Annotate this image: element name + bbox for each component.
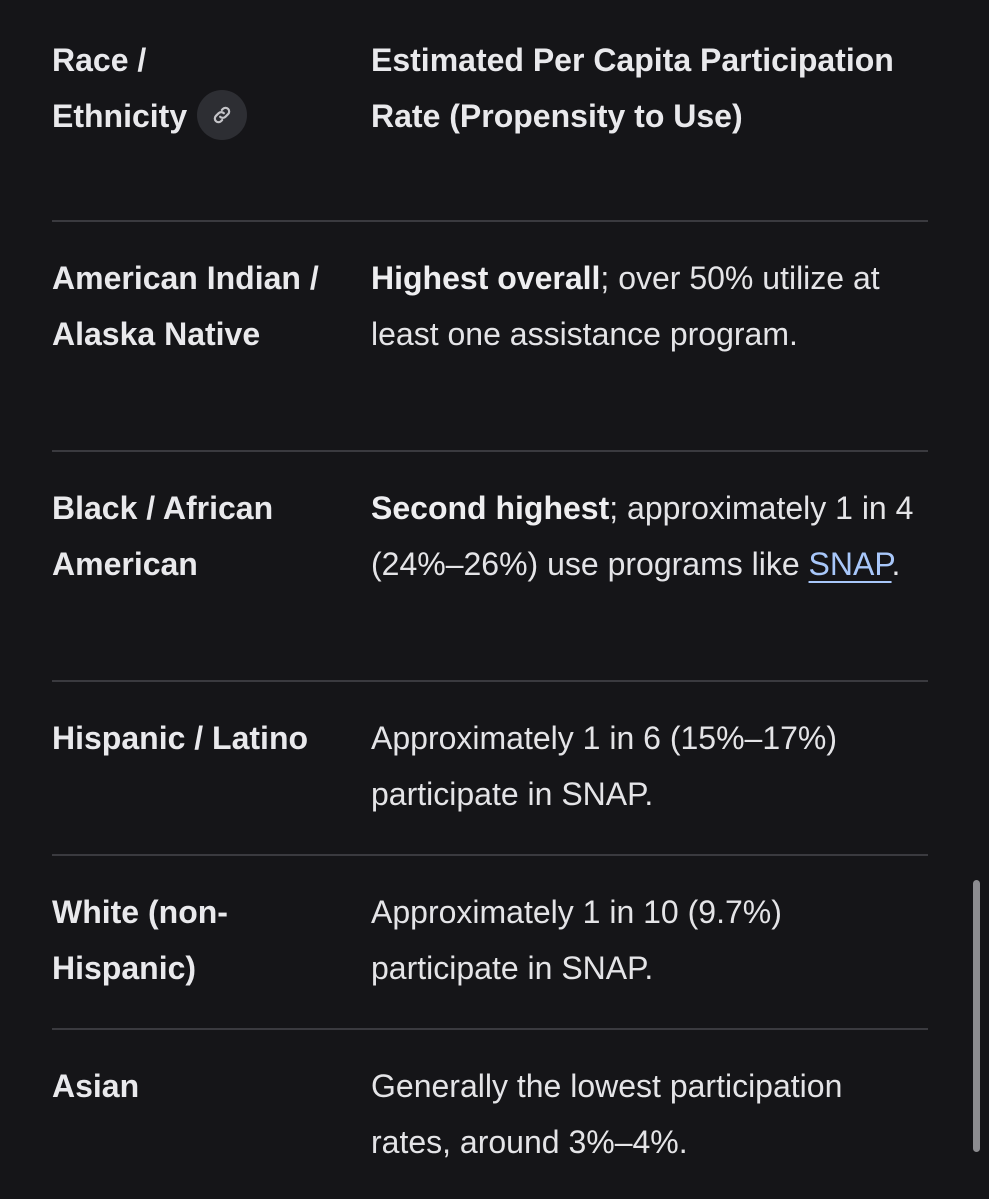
table-header-row: Race / Ethnicity Estimated Per Capita Pa… (52, 0, 928, 222)
vertical-scrollbar[interactable] (973, 880, 980, 1152)
table-row: White (non-Hispanic) Approximately 1 in … (52, 856, 928, 1030)
link-icon (213, 106, 231, 123)
row-divider (52, 680, 928, 682)
table-row: Asian Generally the lowest participation… (52, 1030, 928, 1198)
row-divider (52, 1028, 928, 1030)
header-race-line2: Ethnicity (52, 88, 351, 144)
rate-text-end: . (891, 546, 901, 582)
data-table: Race / Ethnicity Estimated Per Capita Pa… (52, 0, 928, 1198)
rate-cell: Second highest; approximately 1 in 4 (24… (371, 480, 928, 682)
row-divider (52, 220, 928, 222)
race-cell: Black / African American (52, 490, 274, 582)
row-divider (52, 450, 928, 452)
race-cell: White (non-Hispanic) (52, 894, 228, 986)
table-row: American Indian / Alaska Native Highest … (52, 222, 928, 452)
header-race-line1: Race / (52, 42, 147, 78)
race-cell: American Indian / Alaska Native (52, 260, 319, 352)
header-race-line2-text: Ethnicity (52, 98, 188, 134)
rate-text: ; approximately 1 in 4 (24%–26%) use pro… (371, 490, 914, 582)
table-row: Black / African American Second highest;… (52, 452, 928, 682)
rate-emphasis: Second highest (371, 490, 610, 526)
header-participation-rate: Estimated Per Capita Participation Rate … (371, 42, 894, 134)
rate-text: ; over 50% utilize at least one assistan… (371, 260, 880, 352)
table-row: Hispanic / Latino Approximately 1 in 6 (… (52, 682, 928, 856)
snap-link[interactable]: SNAP (808, 546, 892, 582)
header-race-ethnicity: Race / Ethnicity (52, 32, 371, 222)
race-cell: Asian (52, 1068, 140, 1104)
rate-cell: Approximately 1 in 6 (15%–17%) participa… (371, 720, 838, 812)
row-divider (52, 854, 928, 856)
rate-cell: Highest overall; over 50% utilize at lea… (371, 250, 928, 452)
rate-emphasis: Highest overall (371, 260, 601, 296)
race-cell: Hispanic / Latino (52, 720, 309, 756)
copy-link-button[interactable] (197, 89, 248, 140)
rate-cell: Generally the lowest participation rates… (371, 1068, 843, 1160)
rate-cell: Approximately 1 in 10 (9.7%) participate… (371, 894, 782, 986)
